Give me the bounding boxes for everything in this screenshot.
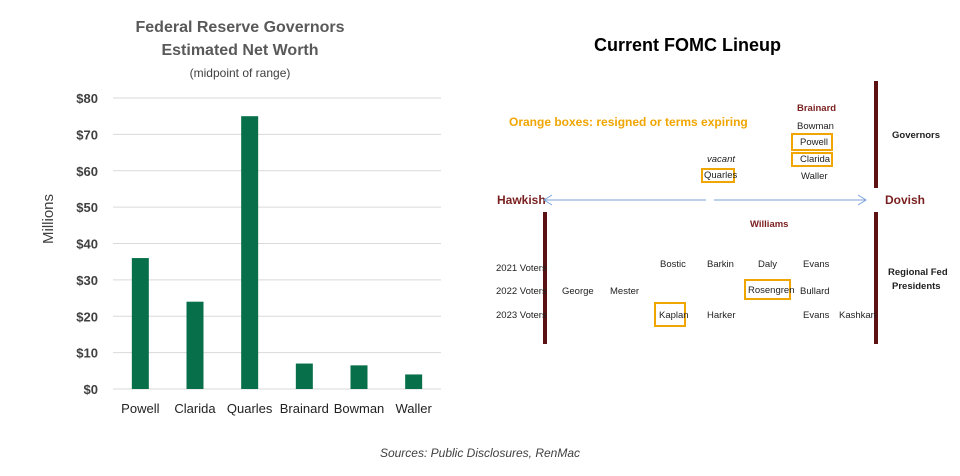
- bar-clarida: [186, 301, 204, 389]
- source-note: Sources: Public Disclosures, RenMac: [379, 446, 581, 460]
- regional-label-line1: Regional Fed: [888, 267, 948, 278]
- clarida-orange-box: [791, 152, 833, 167]
- president-bullard: Bullard: [800, 286, 830, 297]
- bar-powell: [131, 258, 149, 389]
- president-kaplan: Kaplan: [659, 310, 689, 321]
- president-harker: Harker: [707, 310, 736, 321]
- hawkish-dovish-arrow: [543, 194, 867, 206]
- bar-quarles: [241, 116, 259, 389]
- governor-powell: Powell: [800, 137, 828, 148]
- voter-row-2022: 2022 Voters: [496, 286, 547, 297]
- legend-note: Orange boxes: resigned or terms expiring: [509, 115, 748, 129]
- bar-bowman: [350, 365, 368, 389]
- dovish-label: Dovish: [885, 193, 926, 207]
- president-barkin: Barkin: [707, 259, 734, 270]
- governor-waller: Waller: [801, 171, 828, 182]
- hawkish-divider-bar: [543, 212, 547, 344]
- governors-divider-bar: [874, 81, 878, 188]
- chart-subtitle: (midpoint of range): [189, 66, 291, 80]
- governor-clarida: Clarida: [800, 154, 831, 165]
- rosengren-orange-box: [744, 279, 791, 300]
- voter-row-2021: 2021 Voters: [496, 263, 547, 274]
- kaplan-orange-box: [654, 302, 686, 327]
- y-tick-label: $50: [76, 200, 98, 215]
- president-evans-2021: Evans: [803, 259, 830, 270]
- x-tick-label: Brainard: [280, 401, 329, 416]
- y-tick-label: $0: [84, 382, 98, 397]
- powell-orange-box: [791, 133, 833, 151]
- chart-title-line1: Federal Reserve Governors: [135, 19, 345, 36]
- fomc-title: Current FOMC Lineup: [594, 35, 781, 55]
- williams-label: Williams: [750, 219, 789, 230]
- y-tick-label: $40: [76, 237, 98, 252]
- y-tick-label: $20: [76, 309, 98, 324]
- governor-bowman: Bowman: [797, 121, 834, 132]
- governors-label: Governors: [892, 130, 941, 141]
- governor-quarles: Quarles: [704, 170, 738, 181]
- vacant-label: vacant: [707, 154, 735, 165]
- bar-waller: [405, 374, 423, 389]
- president-evans-2023: Evans: [803, 310, 830, 321]
- x-tick-label: Waller: [395, 401, 432, 416]
- chart-title-line2: Estimated Net Worth: [161, 42, 319, 59]
- president-mester: Mester: [610, 286, 640, 297]
- president-george: George: [562, 286, 594, 297]
- regional-divider-bar: [874, 212, 878, 344]
- president-rosengren: Rosengren: [748, 285, 795, 296]
- governor-brainard: Brainard: [797, 103, 837, 114]
- x-tick-label: Clarida: [174, 401, 216, 416]
- y-tick-label: $60: [76, 164, 98, 179]
- x-tick-label: Powell: [121, 401, 159, 416]
- y-tick-label: $80: [76, 91, 98, 106]
- regional-label-line2: Presidents: [892, 281, 941, 292]
- y-tick-label: $30: [76, 273, 98, 288]
- president-daly: Daly: [758, 259, 778, 270]
- hawkish-label: Hawkish: [497, 193, 546, 207]
- y-tick-label: $10: [76, 346, 98, 361]
- president-kashkari: Kashkari: [839, 310, 876, 321]
- x-tick-label: Quarles: [227, 401, 273, 416]
- voter-row-2023: 2023 Voters: [496, 310, 547, 321]
- x-tick-label: Bowman: [334, 401, 385, 416]
- quarles-orange-box: [701, 168, 735, 183]
- bar-brainard: [295, 363, 313, 389]
- y-tick-label: $70: [76, 127, 98, 142]
- president-bostic: Bostic: [660, 259, 686, 270]
